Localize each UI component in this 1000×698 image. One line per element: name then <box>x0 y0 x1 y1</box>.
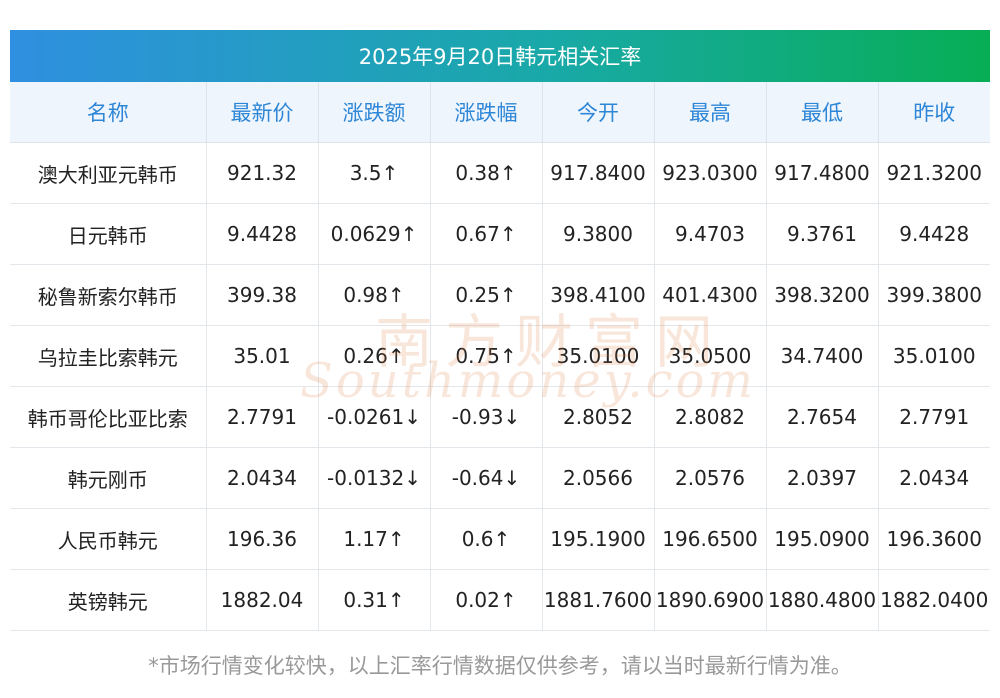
cell-high: 196.6500 <box>654 508 767 570</box>
cell-name: 乌拉圭比索韩元 <box>10 325 207 387</box>
cell-change: 3.5↑ <box>318 142 431 204</box>
cell-name: 英镑韩元 <box>10 569 207 631</box>
cell-name: 秘鲁新索尔韩币 <box>10 264 207 326</box>
cell-prev-close: 35.0100 <box>878 325 990 387</box>
cell-change: -0.0261↓ <box>318 386 431 448</box>
cell-prev-close: 399.3800 <box>878 264 990 326</box>
cell-name: 澳大利亚元韩币 <box>10 142 207 204</box>
cell-change: -0.0132↓ <box>318 447 431 509</box>
cell-open: 917.8400 <box>542 142 655 204</box>
cell-latest: 196.36 <box>206 508 319 570</box>
cell-latest: 9.4428 <box>206 203 319 265</box>
cell-prev-close: 2.0434 <box>878 447 990 509</box>
cell-change: 1.17↑ <box>318 508 431 570</box>
table-header-row: 名称 最新价 涨跌额 涨跌幅 今开 最高 最低 昨收 <box>10 82 990 143</box>
cell-open: 2.0566 <box>542 447 655 509</box>
column-header-prev-close: 昨收 <box>878 82 990 143</box>
cell-prev-close: 196.3600 <box>878 508 990 570</box>
cell-prev-close: 921.3200 <box>878 142 990 204</box>
cell-high: 2.0576 <box>654 447 767 509</box>
cell-latest: 2.7791 <box>206 386 319 448</box>
cell-high: 1890.6900 <box>654 569 767 631</box>
cell-open: 35.0100 <box>542 325 655 387</box>
column-header-name: 名称 <box>10 82 207 143</box>
cell-change-pct: 0.6↑ <box>430 508 543 570</box>
cell-change: 0.31↑ <box>318 569 431 631</box>
cell-high: 9.4703 <box>654 203 767 265</box>
column-header-open: 今开 <box>542 82 655 143</box>
cell-low: 1880.4800 <box>766 569 879 631</box>
page-title: 2025年9月20日韩元相关汇率 <box>10 30 990 82</box>
cell-low: 9.3761 <box>766 203 879 265</box>
cell-name: 韩币哥伦比亚比索 <box>10 386 207 448</box>
table-row: 人民币韩元 196.36 1.17↑ 0.6↑ 195.1900 196.6500 195.… <box>10 508 990 570</box>
cell-high: 401.4300 <box>654 264 767 326</box>
cell-latest: 2.0434 <box>206 447 319 509</box>
cell-latest: 1882.04 <box>206 569 319 631</box>
table-row: 日元韩币 9.4428 0.0629↑ 0.67↑ 9.3800 9.4703 9.3761… <box>10 203 990 265</box>
table-row: 韩元刚币 2.0434 -0.0132↓ -0.64↓ 2.0566 2.0576 2.03… <box>10 447 990 509</box>
cell-low: 2.0397 <box>766 447 879 509</box>
cell-change-pct: 0.25↑ <box>430 264 543 326</box>
column-header-low: 最低 <box>766 82 879 143</box>
cell-change: 0.26↑ <box>318 325 431 387</box>
cell-open: 2.8052 <box>542 386 655 448</box>
cell-name: 韩元刚币 <box>10 447 207 509</box>
cell-high: 923.0300 <box>654 142 767 204</box>
cell-low: 917.4800 <box>766 142 879 204</box>
cell-change: 0.98↑ <box>318 264 431 326</box>
cell-name: 人民币韩元 <box>10 508 207 570</box>
cell-change-pct: -0.93↓ <box>430 386 543 448</box>
cell-change: 0.0629↑ <box>318 203 431 265</box>
cell-open: 195.1900 <box>542 508 655 570</box>
column-header-latest: 最新价 <box>206 82 319 143</box>
exchange-rate-table: 名称 最新价 涨跌额 涨跌幅 今开 最高 最低 昨收 澳大利亚元韩币 921.32… <box>10 82 990 631</box>
cell-prev-close: 9.4428 <box>878 203 990 265</box>
table-row: 秘鲁新索尔韩币 399.38 0.98↑ 0.25↑ 398.4100 401.4300 3… <box>10 264 990 326</box>
cell-open: 1881.7600 <box>542 569 655 631</box>
cell-low: 34.7400 <box>766 325 879 387</box>
cell-change-pct: -0.64↓ <box>430 447 543 509</box>
cell-open: 398.4100 <box>542 264 655 326</box>
cell-low: 195.0900 <box>766 508 879 570</box>
cell-latest: 921.32 <box>206 142 319 204</box>
cell-change-pct: 0.02↑ <box>430 569 543 631</box>
cell-change-pct: 0.67↑ <box>430 203 543 265</box>
cell-change-pct: 0.38↑ <box>430 142 543 204</box>
disclaimer-footnote: *市场行情变化较快，以上汇率行情数据仅供参考，请以当时最新行情为准。 <box>148 654 852 678</box>
cell-latest: 399.38 <box>206 264 319 326</box>
table-row: 乌拉圭比索韩元 35.01 0.26↑ 0.75↑ 35.0100 35.0500 34.7… <box>10 325 990 387</box>
cell-high: 35.0500 <box>654 325 767 387</box>
column-header-change-pct: 涨跌幅 <box>430 82 543 143</box>
cell-low: 398.3200 <box>766 264 879 326</box>
cell-open: 9.3800 <box>542 203 655 265</box>
table-row: 澳大利亚元韩币 921.32 3.5↑ 0.38↑ 917.8400 923.0300 91… <box>10 142 990 204</box>
table-row: 韩币哥伦比亚比索 2.7791 -0.0261↓ -0.93↓ 2.8052 2.8082… <box>10 386 990 448</box>
cell-prev-close: 2.7791 <box>878 386 990 448</box>
cell-change-pct: 0.75↑ <box>430 325 543 387</box>
cell-prev-close: 1882.0400 <box>878 569 990 631</box>
cell-latest: 35.01 <box>206 325 319 387</box>
cell-high: 2.8082 <box>654 386 767 448</box>
cell-name: 日元韩币 <box>10 203 207 265</box>
cell-low: 2.7654 <box>766 386 879 448</box>
table-row: 英镑韩元 1882.04 0.31↑ 0.02↑ 1881.7600 1890.6900 1… <box>10 569 990 631</box>
column-header-change: 涨跌额 <box>318 82 431 143</box>
column-header-high: 最高 <box>654 82 767 143</box>
